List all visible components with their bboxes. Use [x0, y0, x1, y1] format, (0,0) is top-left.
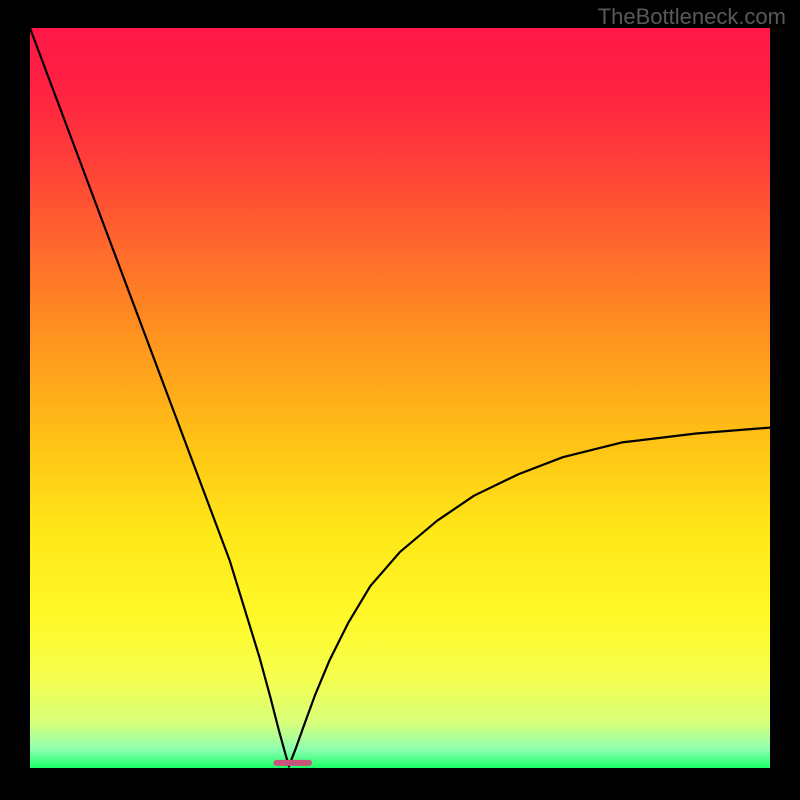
watermark-text: TheBottleneck.com [598, 4, 786, 30]
chart-gradient-bg [30, 28, 770, 768]
bottleneck-chart [0, 0, 800, 800]
